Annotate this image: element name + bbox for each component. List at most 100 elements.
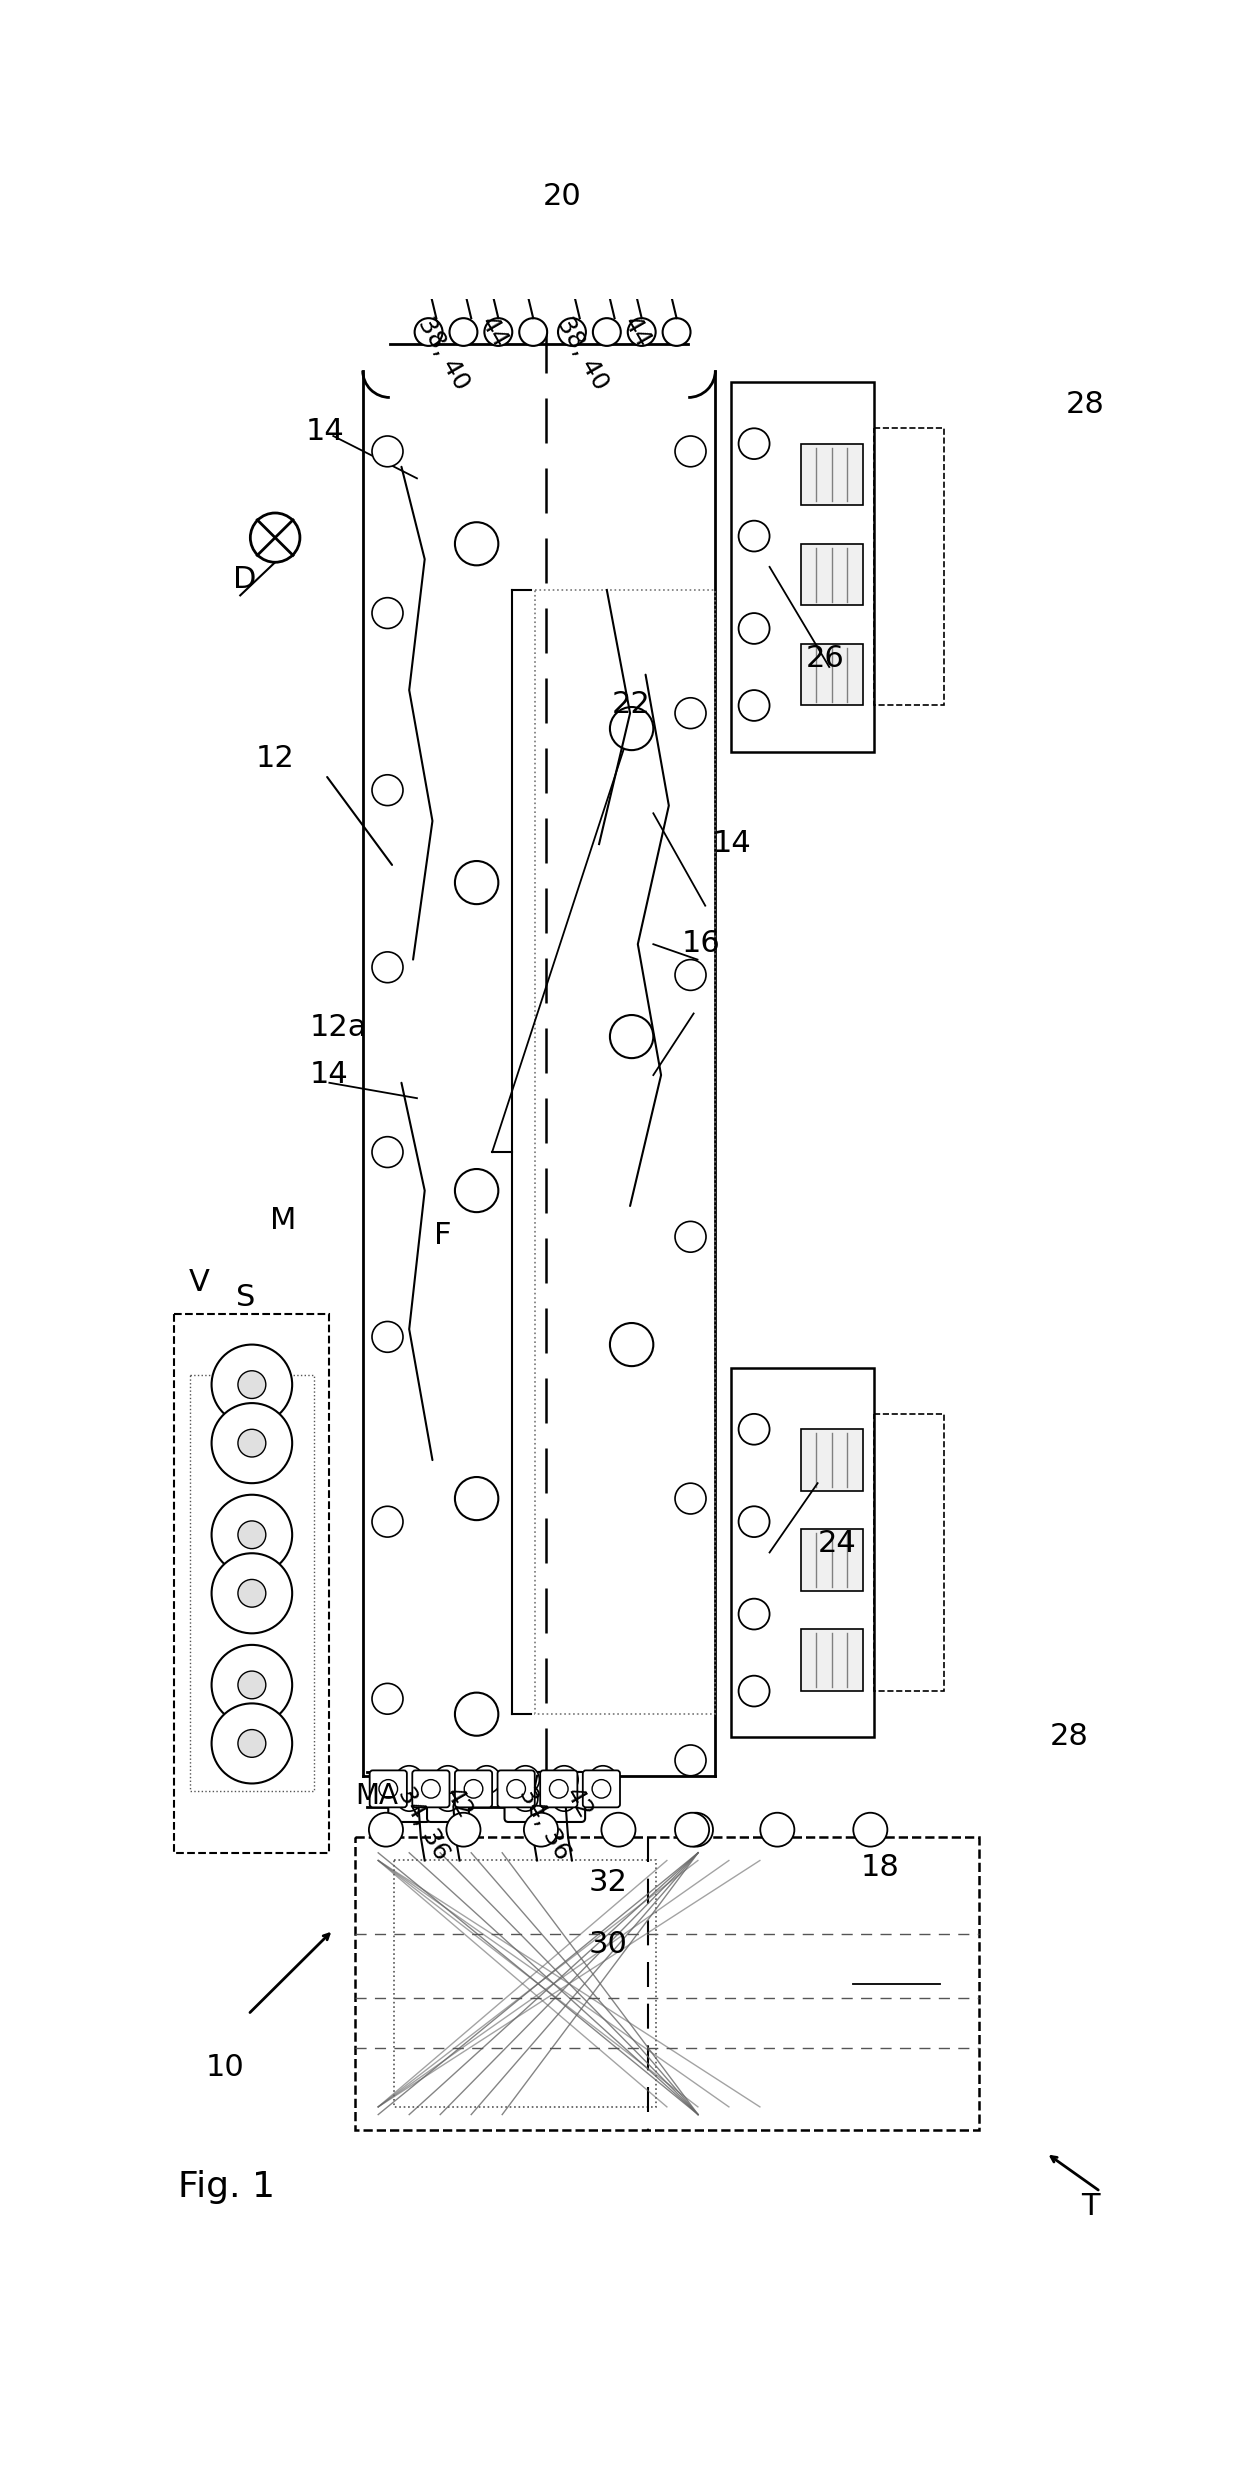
Circle shape (739, 1507, 770, 1537)
FancyBboxPatch shape (455, 1771, 492, 1808)
Text: 32: 32 (589, 1868, 627, 1898)
Circle shape (601, 1813, 635, 1846)
Circle shape (739, 1415, 770, 1445)
Circle shape (675, 959, 706, 991)
Circle shape (549, 1779, 568, 1799)
Text: 12a: 12a (310, 1014, 367, 1041)
Circle shape (627, 319, 656, 346)
Bar (801, 1629, 863, 1691)
Text: MA: MA (355, 1781, 398, 1811)
Text: 42: 42 (440, 1784, 477, 1823)
Circle shape (675, 436, 706, 466)
Circle shape (552, 1786, 577, 1811)
Bar (801, 1529, 863, 1592)
Circle shape (435, 1786, 460, 1811)
Text: 16: 16 (682, 929, 720, 957)
Circle shape (250, 513, 300, 563)
Circle shape (455, 1168, 498, 1213)
Circle shape (372, 598, 403, 628)
Circle shape (455, 1477, 498, 1520)
Circle shape (397, 1786, 422, 1811)
FancyBboxPatch shape (583, 1771, 620, 1808)
Circle shape (212, 1345, 293, 1425)
Circle shape (680, 1813, 713, 1846)
Circle shape (558, 319, 587, 346)
FancyBboxPatch shape (541, 1771, 578, 1808)
Circle shape (739, 521, 770, 551)
Text: 24: 24 (817, 1529, 857, 1559)
FancyBboxPatch shape (505, 1771, 547, 1821)
Circle shape (675, 697, 706, 727)
Text: 38, 40: 38, 40 (413, 314, 474, 394)
Circle shape (449, 319, 477, 346)
Circle shape (372, 952, 403, 981)
Circle shape (512, 1766, 539, 1794)
Text: 34, 36: 34, 36 (394, 1784, 454, 1866)
Circle shape (675, 1221, 706, 1253)
Circle shape (610, 707, 653, 750)
Circle shape (610, 1014, 653, 1059)
Circle shape (238, 1522, 265, 1549)
Text: 44: 44 (619, 314, 655, 354)
FancyBboxPatch shape (497, 1771, 534, 1808)
Text: 14: 14 (310, 1059, 348, 1089)
Text: 14: 14 (306, 416, 345, 446)
Text: F: F (434, 1221, 451, 1250)
Text: M: M (270, 1206, 296, 1236)
Text: T: T (1081, 2192, 1100, 2219)
Circle shape (238, 1370, 265, 1397)
Circle shape (372, 1684, 403, 1714)
Circle shape (520, 319, 547, 346)
Circle shape (434, 1766, 461, 1794)
Bar (874, 428, 944, 705)
Circle shape (610, 1323, 653, 1365)
FancyBboxPatch shape (427, 1771, 469, 1821)
Circle shape (414, 319, 443, 346)
Circle shape (446, 1813, 481, 1846)
Circle shape (212, 1402, 293, 1482)
Circle shape (238, 1671, 265, 1699)
Bar (874, 1415, 944, 1691)
Circle shape (675, 1746, 706, 1776)
FancyBboxPatch shape (412, 1771, 449, 1808)
Circle shape (739, 613, 770, 643)
Circle shape (662, 319, 691, 346)
Circle shape (853, 1813, 888, 1846)
Text: V: V (188, 1268, 210, 1298)
Bar (801, 1430, 863, 1492)
Bar (175, 1313, 330, 1853)
Text: 28: 28 (1050, 1721, 1089, 1751)
Circle shape (396, 1766, 423, 1794)
Circle shape (525, 1813, 558, 1846)
Circle shape (739, 690, 770, 720)
Circle shape (238, 1579, 265, 1607)
Circle shape (739, 1676, 770, 1706)
Circle shape (593, 319, 621, 346)
Circle shape (212, 1495, 293, 1574)
Circle shape (238, 1430, 265, 1457)
Text: 26: 26 (806, 643, 844, 673)
Circle shape (370, 1813, 403, 1846)
Circle shape (589, 1766, 618, 1794)
Bar (801, 643, 863, 705)
Bar (394, 1861, 656, 2107)
Bar (355, 1838, 978, 2130)
Circle shape (485, 319, 512, 346)
Circle shape (372, 436, 403, 466)
Circle shape (551, 1766, 578, 1794)
Bar (730, 381, 874, 752)
Text: 20: 20 (543, 182, 582, 212)
Bar (730, 1368, 874, 1736)
Text: 34, 36: 34, 36 (513, 1784, 574, 1866)
Text: 38, 40: 38, 40 (553, 314, 614, 394)
Text: 22: 22 (613, 690, 651, 720)
Circle shape (464, 1779, 482, 1799)
Text: 12: 12 (255, 745, 295, 772)
Circle shape (739, 428, 770, 458)
Circle shape (675, 1813, 709, 1846)
Circle shape (760, 1813, 795, 1846)
Circle shape (507, 1779, 526, 1799)
Circle shape (212, 1644, 293, 1724)
Text: 42: 42 (560, 1784, 598, 1823)
Bar (801, 443, 863, 506)
